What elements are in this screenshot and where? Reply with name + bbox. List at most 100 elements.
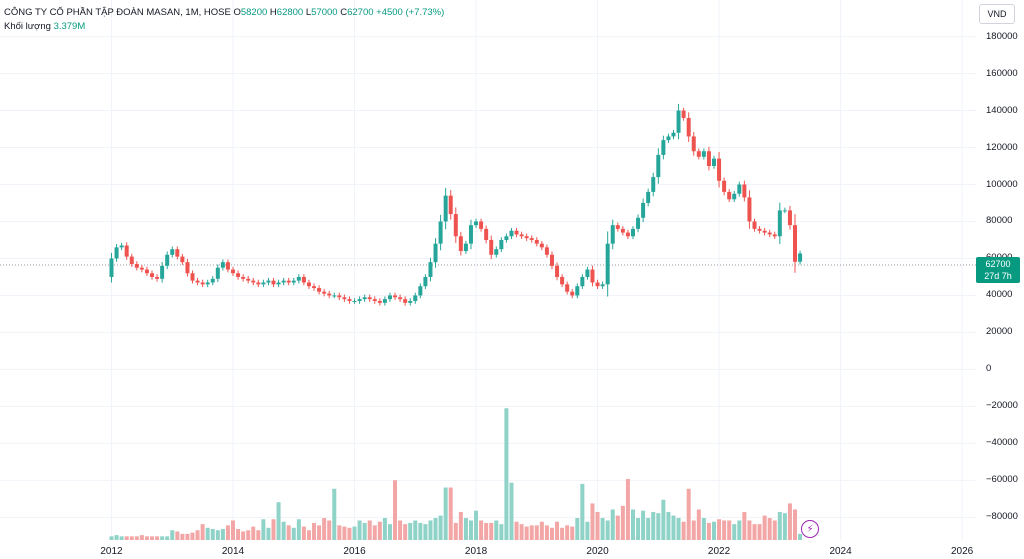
volume-bar [296,519,301,540]
volume-bar [777,511,782,540]
volume-bar [170,530,175,540]
volume-bar [793,509,798,540]
candle-body [134,264,139,268]
volume-bar [560,527,565,540]
legend-ohlc-row: CÔNG TY CỔ PHẦN TẬP ĐOÀN MASAN, 1M, HOSE… [4,6,444,20]
candle-body [144,269,149,274]
volume-bar [271,519,276,540]
candle-body [241,276,246,279]
volume-bar [301,526,306,540]
volume-bar [696,509,701,540]
y-tick-label: 140000 [986,104,1018,116]
candle-body [458,236,463,252]
candle-body [489,239,494,255]
volume-bar [251,526,256,540]
candle-body [474,221,479,226]
candle-body [301,276,306,283]
candle-body [170,249,175,255]
chart-legend: CÔNG TY CỔ PHẦN TẬP ĐOÀN MASAN, 1M, HOSE… [4,6,444,34]
candle-body [782,210,787,212]
x-tick-label: 2012 [100,546,123,557]
candle-body [787,210,792,226]
y-tick-label: 80000 [986,215,1013,227]
volume-bar [210,529,215,540]
candle-body [175,249,180,257]
candle-body [762,230,767,233]
volume-bar [362,522,367,540]
candle-body [114,247,119,259]
volume-bar [549,527,554,540]
candle-body [362,297,367,300]
candle-body [109,258,114,277]
candle-body [727,191,732,200]
volume-bar [494,520,499,540]
legend-volume-row: Khối lượng 3.379M [4,20,444,34]
candle-body [747,197,752,222]
volume-bar [225,525,230,540]
lightning-bolt-icon[interactable]: ⚡ [801,520,819,538]
candle-body [777,210,782,237]
candle-body [757,228,762,231]
low-label: L [305,7,312,18]
volume-bar [124,536,129,540]
candle-body [403,299,408,303]
volume-bar [544,525,549,540]
volume-bar [286,525,291,540]
volume-bar [134,536,139,540]
close-label: C [340,7,348,18]
low-value: 57000 [311,7,338,18]
volume-bar [671,515,676,540]
candle-body [737,184,742,194]
candle-body [772,234,777,237]
volume-bar [489,522,494,540]
candle-body [296,276,301,281]
candle-body [549,254,554,266]
candle-body [646,191,651,203]
volume-bar [205,527,210,540]
candle-body [317,288,322,292]
candle-body [372,299,377,301]
candle-body [671,132,676,137]
volume-label: Khối lượng [4,21,51,32]
volume-bar [357,520,362,540]
volume-bar [732,524,737,540]
volume-bar [661,499,666,540]
last-price-value: 62700 [985,259,1011,269]
currency-button[interactable]: VND [979,4,1015,24]
candle-body [499,239,504,250]
candle-body [119,245,124,248]
candle-body [418,286,423,296]
volume-bar [438,515,443,540]
volume-bar [393,480,398,540]
candle-body [676,110,681,133]
volume-bar [787,503,792,540]
open-value: 58200 [240,7,268,18]
volume-bar [236,529,241,540]
last-price-tag: 62700 27d 7h [976,257,1020,283]
candle-body [686,117,691,137]
change-value: +4500 (+7.73%) [376,7,445,18]
candle-body [443,195,448,222]
volume-bar [798,533,803,540]
volume-bar [382,518,387,540]
y-tick-label: −60000 [986,474,1018,486]
volume-bar [367,520,372,540]
candle-body [620,228,625,233]
candle-body [468,225,473,244]
candle-body [600,284,605,287]
candle-body [595,282,600,287]
candle-body [139,267,144,270]
candle-body [382,299,387,303]
candle-body [408,300,413,303]
volume-bar [453,522,458,540]
candle-body [752,221,757,229]
candle-body [636,217,641,229]
candle-body [524,236,529,239]
candle-body [717,158,722,181]
x-tick-label: 2026 [950,546,974,557]
candle-body [236,273,241,277]
x-tick-label: 2014 [221,546,245,557]
volume-bar [772,520,777,540]
volume-bar [266,527,271,540]
